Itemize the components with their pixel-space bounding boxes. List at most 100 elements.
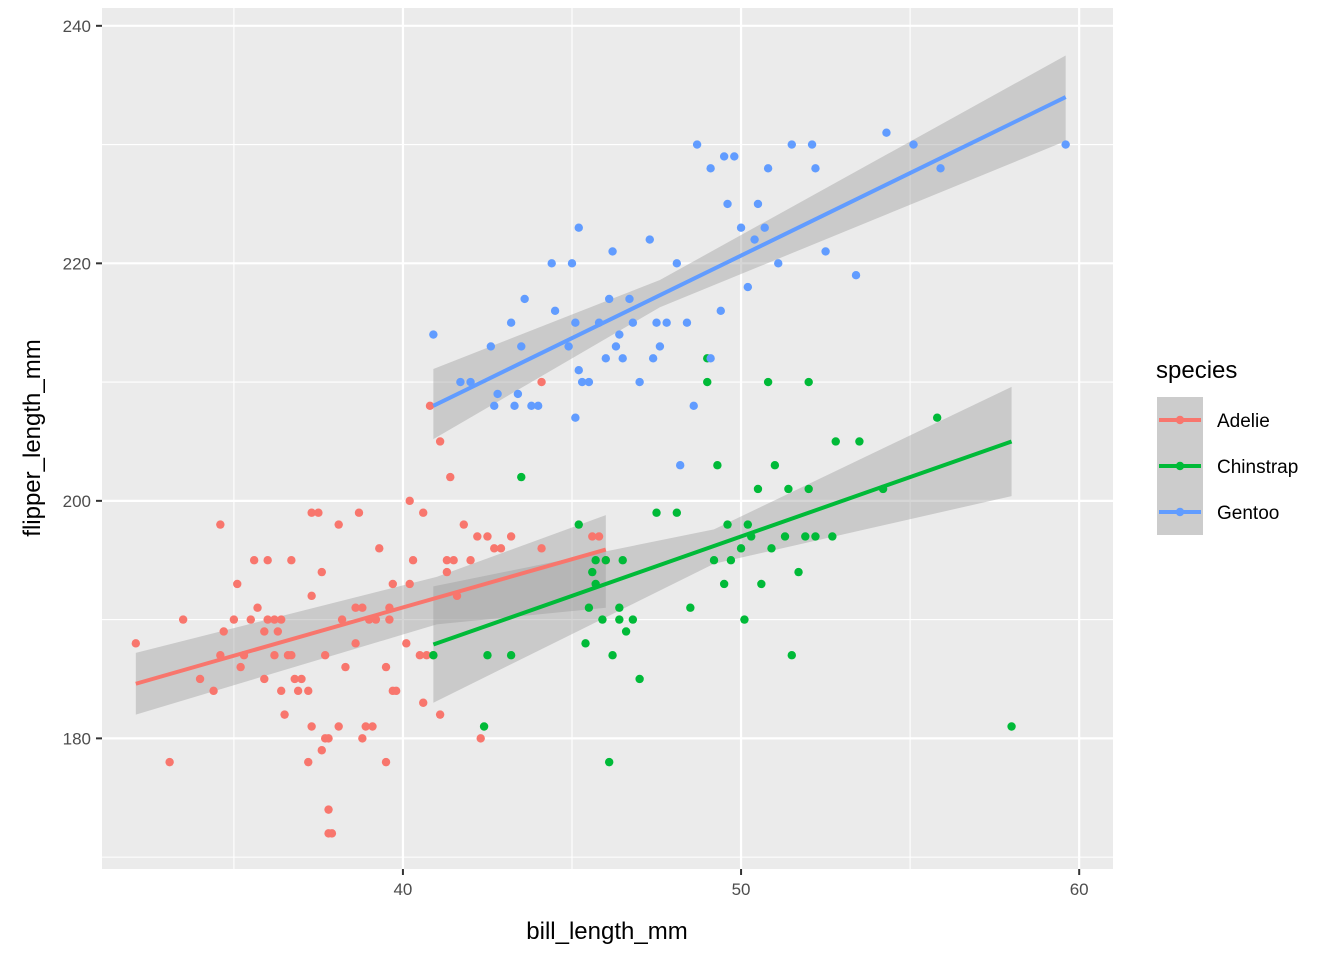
data-point-gentoo: [510, 401, 519, 411]
data-point-adelie: [277, 686, 286, 696]
data-point-adelie: [473, 532, 482, 541]
data-point-adelie: [280, 710, 289, 719]
data-point-chinstrap: [932, 413, 942, 422]
data-point-gentoo: [628, 318, 638, 327]
data-point-adelie: [405, 496, 414, 506]
data-point-adelie: [324, 734, 333, 743]
data-point-chinstrap: [719, 579, 729, 589]
data-point-gentoo: [652, 318, 661, 327]
data-point-adelie: [435, 710, 445, 719]
data-point-chinstrap: [713, 461, 722, 470]
data-point-adelie: [337, 615, 347, 624]
data-point-gentoo: [763, 164, 773, 173]
data-point-adelie: [506, 532, 516, 541]
data-point-chinstrap: [618, 556, 627, 565]
data-point-gentoo: [851, 271, 861, 280]
data-point-chinstrap: [726, 556, 736, 565]
data-point-chinstrap: [801, 532, 810, 541]
data-point-gentoo: [490, 401, 499, 411]
data-point-chinstrap: [574, 520, 583, 529]
data-point-chinstrap: [581, 639, 590, 648]
data-point-adelie: [415, 651, 425, 660]
x-axis-title: bill_length_mm: [526, 918, 687, 945]
data-point-chinstrap: [811, 532, 820, 541]
major-gridlines: [102, 8, 1113, 869]
data-point-chinstrap: [804, 377, 813, 387]
data-point-gentoo: [513, 389, 523, 399]
fit-line-chinstrap: [432, 439, 1013, 647]
data-point-chinstrap: [757, 579, 766, 589]
data-point-adelie: [314, 508, 323, 517]
data-point-adelie: [490, 544, 499, 553]
data-point-gentoo: [547, 259, 556, 268]
data-point-chinstrap: [743, 520, 753, 529]
legend-label-adelie: Adelie: [1217, 411, 1270, 432]
data-point-gentoo: [743, 282, 753, 292]
data-point-chinstrap: [1007, 722, 1016, 731]
y-tick-label: 180: [63, 729, 91, 748]
data-point-gentoo: [635, 377, 644, 387]
data-point-adelie: [277, 615, 286, 624]
data-point-adelie: [307, 508, 316, 517]
data-point-chinstrap: [831, 437, 840, 446]
y-tick-label: 240: [63, 17, 91, 36]
x-axis: 40 50 60: [393, 869, 1089, 899]
data-point-chinstrap: [855, 437, 864, 446]
data-point-gentoo: [571, 413, 580, 422]
data-point-gentoo: [706, 164, 715, 173]
data-point-gentoo: [567, 259, 577, 268]
data-point-gentoo: [760, 223, 769, 232]
data-point-adelie: [178, 615, 188, 624]
data-point-gentoo: [821, 247, 830, 256]
data-point-adelie: [307, 722, 316, 731]
data-point-adelie: [307, 591, 316, 601]
data-point-gentoo: [486, 342, 496, 351]
data-point-adelie: [229, 615, 239, 624]
data-point-gentoo: [716, 306, 725, 316]
data-point-gentoo: [689, 401, 698, 411]
data-point-chinstrap: [628, 615, 638, 624]
data-point-gentoo: [577, 377, 587, 387]
data-point-adelie: [327, 829, 337, 838]
data-point-chinstrap: [591, 556, 600, 565]
data-point-chinstrap: [780, 532, 790, 541]
data-point-gentoo: [1061, 140, 1070, 149]
data-point-adelie: [442, 567, 452, 577]
data-point-adelie: [358, 734, 367, 743]
data-point-chinstrap: [770, 461, 780, 470]
data-point-adelie: [385, 615, 394, 624]
data-point-adelie: [324, 805, 333, 814]
data-point-chinstrap: [736, 544, 746, 553]
data-point-gentoo: [730, 152, 739, 161]
data-point-adelie: [253, 603, 262, 612]
data-point-gentoo: [608, 247, 617, 256]
data-point-chinstrap: [723, 520, 732, 529]
data-point-adelie: [381, 757, 391, 767]
data-point-gentoo: [662, 318, 671, 327]
data-point-adelie: [466, 556, 475, 565]
data-point-gentoo: [611, 342, 621, 351]
data-point-adelie: [334, 722, 343, 731]
data-point-adelie: [263, 615, 272, 624]
data-point-adelie: [304, 757, 313, 767]
data-point-adelie: [317, 746, 326, 755]
data-point-gentoo: [429, 330, 438, 339]
data-point-adelie: [354, 508, 364, 517]
data-point-adelie: [375, 544, 384, 553]
data-point-gentoo: [774, 259, 783, 268]
data-point-adelie: [459, 520, 468, 529]
data-point-gentoo: [584, 377, 594, 387]
data-point-gentoo: [807, 140, 817, 149]
x-tick-label: 40: [393, 880, 412, 899]
data-point-gentoo: [811, 164, 820, 173]
data-point-gentoo: [909, 140, 918, 149]
data-point-adelie: [425, 401, 435, 411]
data-point-adelie: [368, 722, 377, 731]
data-point-adelie: [233, 579, 242, 589]
data-point-adelie: [388, 579, 397, 589]
data-point-adelie: [405, 579, 414, 589]
data-point-adelie: [391, 686, 401, 696]
data-point-chinstrap: [621, 627, 631, 636]
data-point-gentoo: [571, 318, 580, 327]
